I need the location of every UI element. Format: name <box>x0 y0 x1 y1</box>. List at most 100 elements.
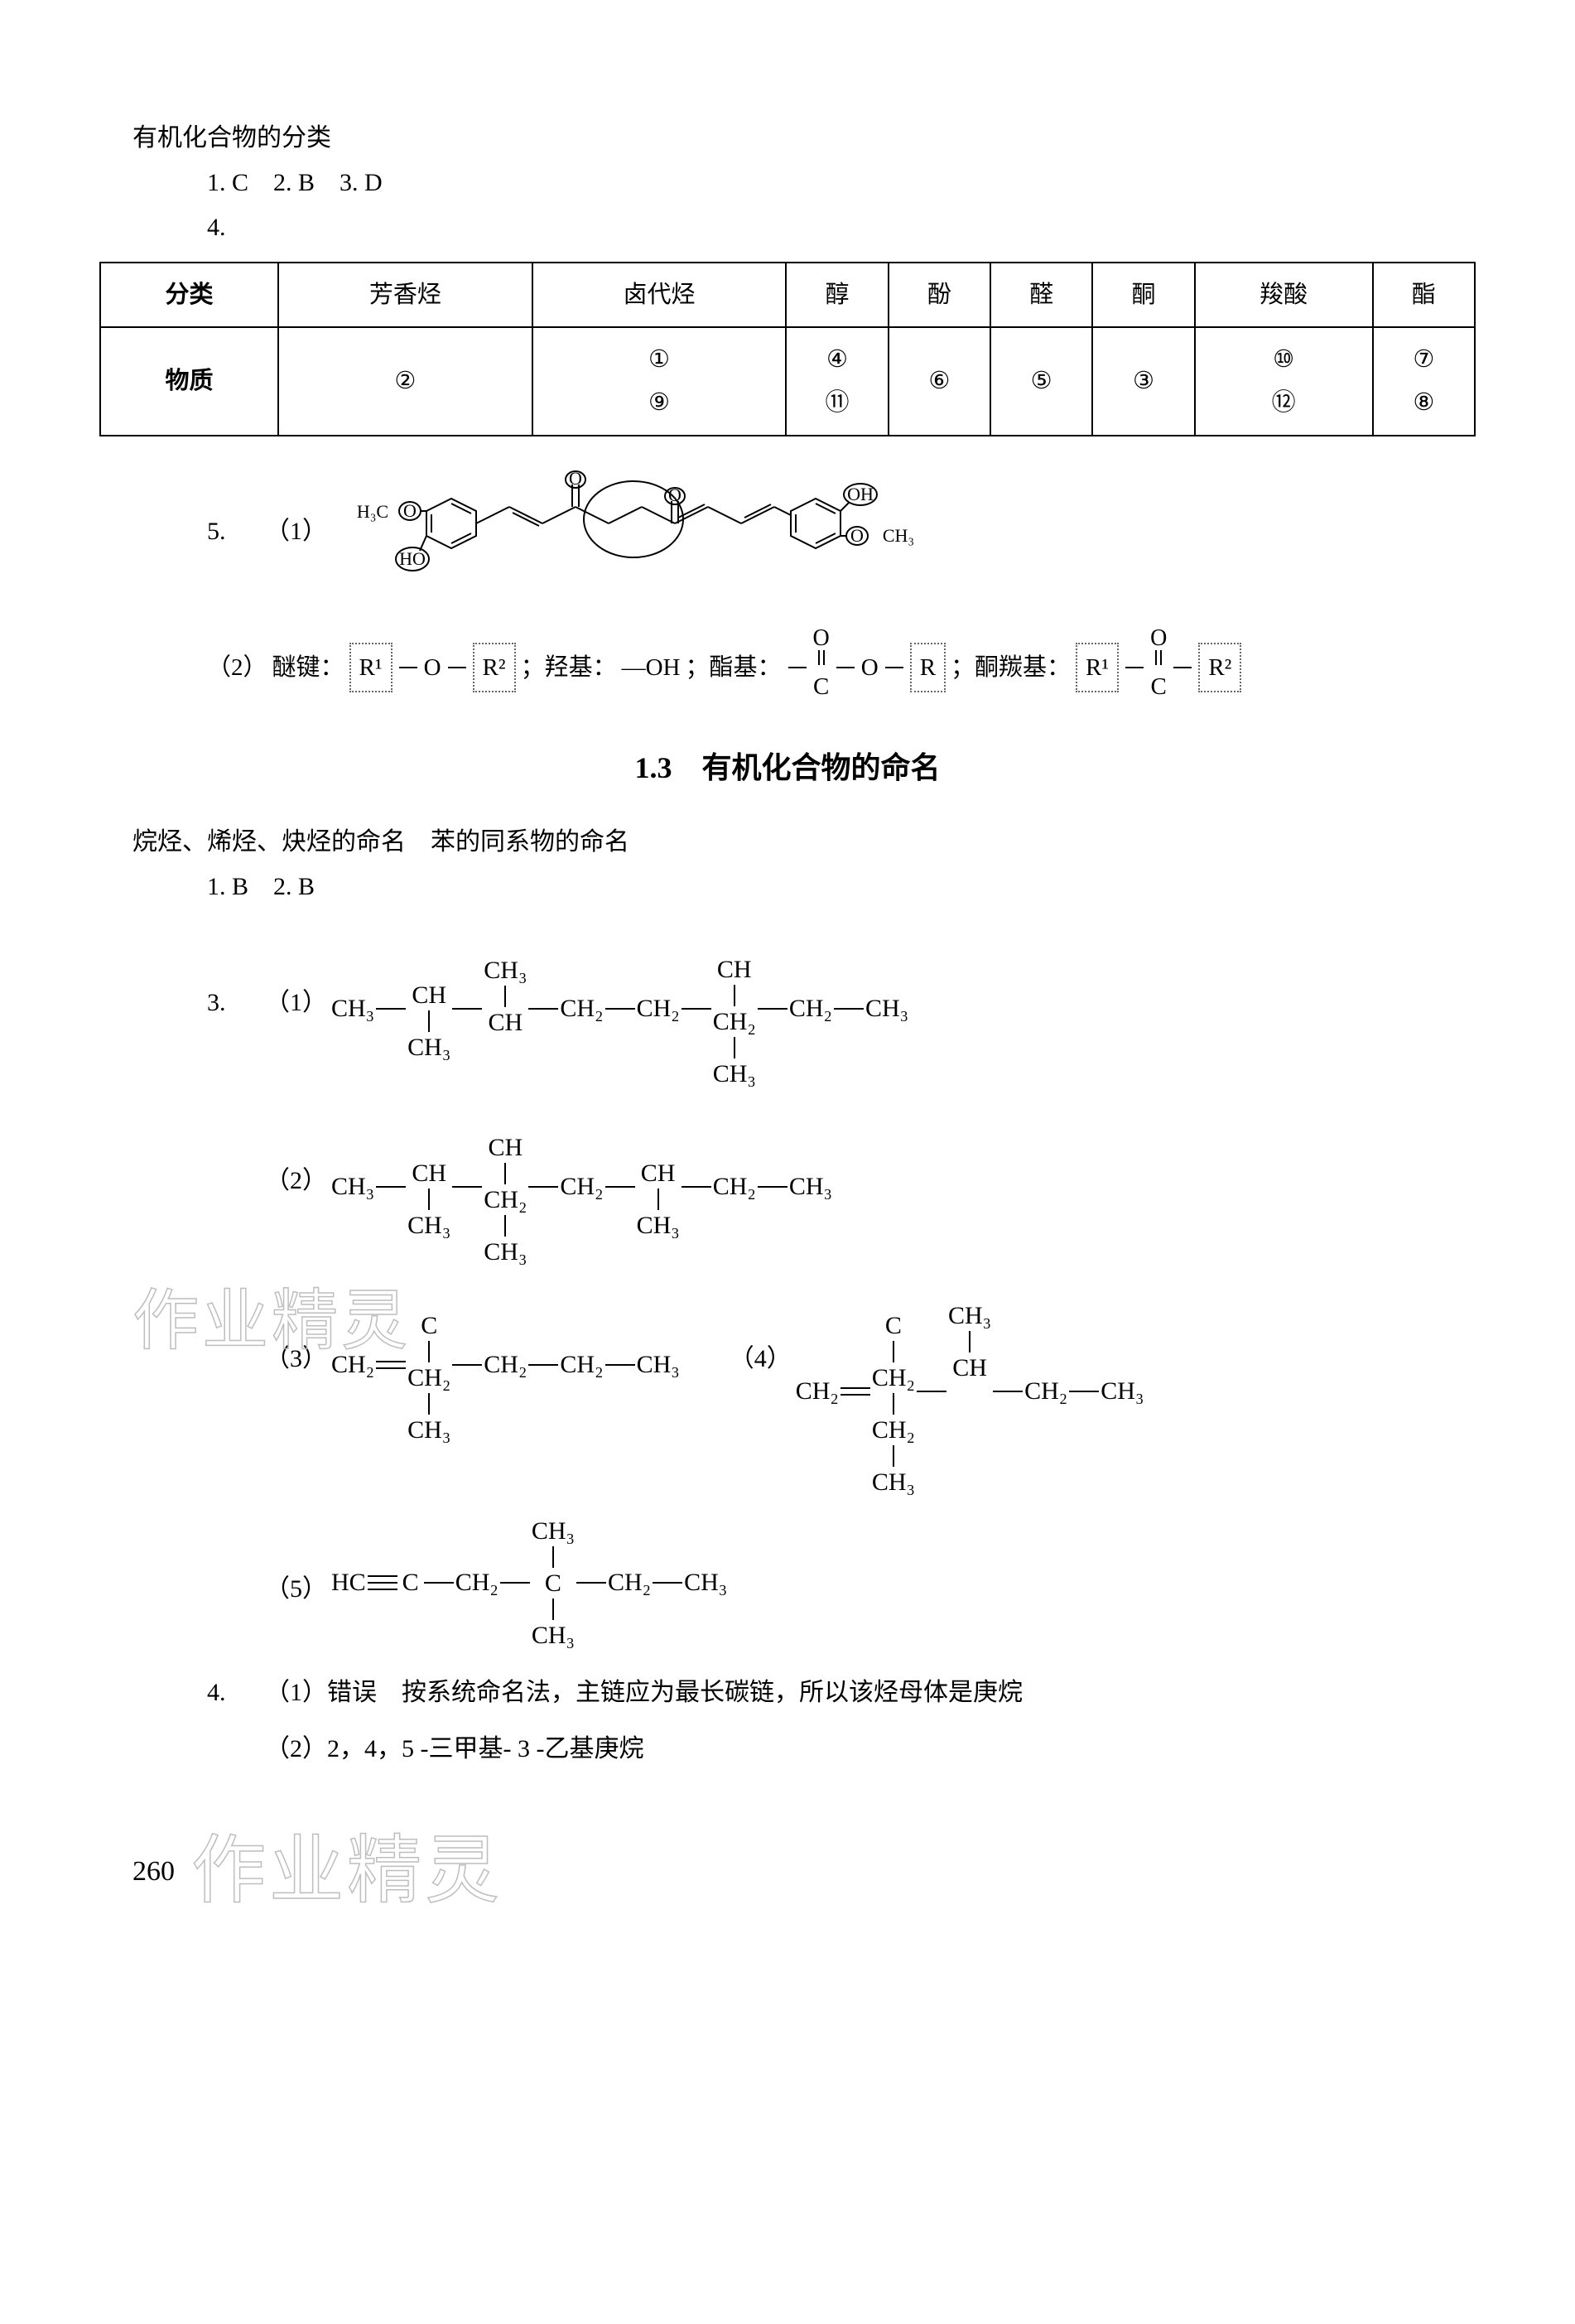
p5-label: （5） <box>265 1517 331 1612</box>
c-branch: CH₃ C CH₃ <box>532 1517 575 1649</box>
page-footer: 260 作业精灵 <box>132 1805 1476 1939</box>
ch2-group: CH₂ <box>637 986 680 1031</box>
cell-text: ④ ⑪ <box>790 338 884 424</box>
hydroxyl-value: —OH <box>622 646 681 689</box>
ch3-group: CH₃ <box>713 1060 756 1087</box>
svg-text:O: O <box>403 500 417 521</box>
cell-text: ② <box>394 368 416 394</box>
q4-p1-text: 错误 按系统命名法，主链应为最长碳链，所以该烃母体是庚烷 <box>327 1671 1023 1715</box>
ch2-group: CH₂ <box>407 1364 450 1391</box>
td: ⑩ ⑫ <box>1195 327 1373 435</box>
th: 醛 <box>990 263 1092 327</box>
cell-text: ⑥ <box>928 368 950 394</box>
q4-p2-label: （2） <box>265 1727 327 1772</box>
o-atom: O <box>813 627 830 650</box>
c-atom: C <box>542 1569 565 1597</box>
ch-branch: CH CH₂ CH₃ <box>713 931 756 1087</box>
q3-struct-5: （5） HC C CH₂ CH₃ C CH₃ CH₂ CH₃ <box>207 1517 1476 1649</box>
ch3-group: CH₃ <box>532 1622 575 1649</box>
cell-text: ⑤ <box>1031 368 1052 394</box>
ch3-group: CH₃ <box>407 1034 450 1061</box>
ch2-group: CH₂ <box>560 1343 603 1387</box>
ch-group: CH <box>412 981 446 1009</box>
cell-text: ③ <box>1133 368 1154 394</box>
th-category: 分类 <box>100 263 278 327</box>
q3-struct-2: （2） CH₃ CH CH₃ CH CH₂ CH₃ CH₂ CH CH₃ CH₂… <box>207 1109 1476 1266</box>
q4-p2-text: 2，4，5 -三甲基- 3 -乙基庚烷 <box>327 1727 643 1772</box>
ch-group: CH <box>952 1354 987 1381</box>
svg-text:OH: OH <box>847 484 874 504</box>
hydroxyl-label: ；羟基： <box>521 646 617 689</box>
carbonyl-icon: O C <box>1150 627 1167 708</box>
ch-branch: CH CH₃ <box>637 1135 680 1239</box>
r1-box: R¹ <box>1076 643 1119 692</box>
curcumin-structure-diagram: H₃CO HO O O OH OCH₃ <box>327 461 956 602</box>
triple-bond-icon <box>368 1575 397 1590</box>
ch-branch: CH CH₃ <box>407 1135 450 1239</box>
ch2-group: CH₂ <box>872 1416 915 1444</box>
svg-text:O: O <box>850 525 864 546</box>
td: ⑦ ⑧ <box>1373 327 1475 435</box>
q4-p1-label: （1） <box>265 1671 327 1715</box>
ch3-group: CH₃ <box>484 1238 527 1266</box>
th: 酚 <box>889 263 990 327</box>
th: 芳香烃 <box>278 263 532 327</box>
ch-branch: CH CH₂ CH₃ <box>484 1109 527 1266</box>
chain-diagram: CH₂ C CH₂ CH₃ CH₂ CH₂ CH₃ <box>331 1287 680 1444</box>
q5-p1-label: （1） <box>265 509 327 554</box>
ch2-group: CH₂ <box>608 1560 651 1605</box>
ch3-group: CH₃ <box>948 1302 991 1329</box>
ch2-group: CH₂ <box>713 1008 756 1035</box>
bond-icon <box>788 667 807 668</box>
th: 酯 <box>1373 263 1475 327</box>
cell-text: ⑩ ⑫ <box>1199 338 1369 424</box>
ch3-group: CH₃ <box>484 957 527 984</box>
ch3-group: CH₃ <box>789 1164 832 1209</box>
q4-label: 4. <box>207 1671 265 1715</box>
p2-label: （2） <box>265 1109 331 1203</box>
section1-title: 有机化合物的分类 <box>132 116 1476 161</box>
c-branch: C CH₂ CH₂ CH₃ <box>872 1287 915 1496</box>
ch2-group: CH₂ <box>713 1164 756 1209</box>
svg-text:O: O <box>668 485 682 505</box>
ch2-group: CH₂ <box>484 1186 527 1213</box>
th: 羧酸 <box>1195 263 1373 327</box>
chain-diagram: CH₃ CH CH₃ CH CH₂ CH₃ CH₂ CH CH₃ CH₂ CH₃ <box>331 1109 832 1266</box>
carbonyl-icon: O C <box>813 627 830 708</box>
q5-label: 5. <box>207 509 265 554</box>
ch-group: CH <box>412 1160 446 1187</box>
ether-label: 醚键： <box>272 646 344 689</box>
table-header-row: 分类 芳香烃 卤代烃 醇 酚 醛 酮 羧酸 酯 <box>100 263 1475 327</box>
o-atom: O <box>1150 627 1167 650</box>
p3-label: （3） <box>265 1287 331 1381</box>
ch-group: CH <box>489 1134 523 1161</box>
ch3-group: CH₃ <box>637 1212 680 1239</box>
th: 酮 <box>1092 263 1194 327</box>
ch3-group: CH₃ <box>331 986 374 1031</box>
bond-icon <box>448 667 466 668</box>
ketone-label: ；酮羰基： <box>951 646 1071 689</box>
cell-text: ① ⑨ <box>537 338 783 424</box>
th: 卤代烃 <box>532 263 787 327</box>
q4-part1: 4. （1） 错误 按系统命名法，主链应为最长碳链，所以该烃母体是庚烷 <box>207 1671 1476 1715</box>
ch3-group: CH₃ <box>407 1212 450 1239</box>
ch3-group: CH₃ <box>637 1343 680 1387</box>
q3-label: 3. <box>207 931 265 1025</box>
c-atom: C <box>399 1560 422 1605</box>
o-atom: O <box>861 646 879 689</box>
c-branch: C CH₂ CH₃ <box>407 1287 450 1444</box>
ch2-group: CH₂ <box>1024 1369 1067 1414</box>
ch-group: CH <box>717 956 752 983</box>
double-bond-icon <box>840 1386 870 1397</box>
c-atom: C <box>417 1312 441 1339</box>
svg-text:O: O <box>569 468 582 489</box>
c-atom: C <box>813 665 829 708</box>
ch-branch: CH₃ CH <box>484 957 527 1061</box>
chain-diagram: CH₂ C CH₂ CH₂ CH₃ CH₃ CH CH₂ CH₃ <box>796 1287 1144 1496</box>
q4-label: 4. <box>207 205 1476 250</box>
ch2-group: CH₂ <box>455 1560 499 1605</box>
q5-p2-label: （2） <box>207 646 267 689</box>
td: ③ <box>1092 327 1194 435</box>
ch3-group: CH₃ <box>872 1468 915 1496</box>
ch2-group: CH₂ <box>872 1364 915 1391</box>
